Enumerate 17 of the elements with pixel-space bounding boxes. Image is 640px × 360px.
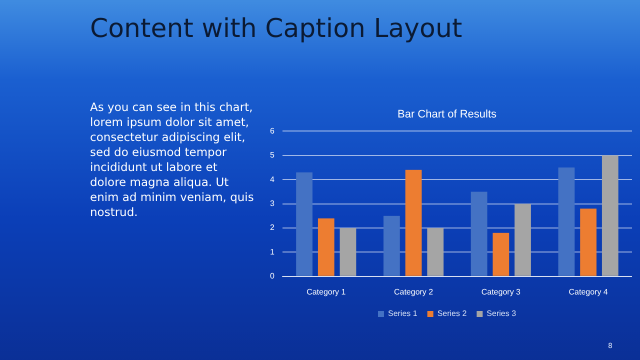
legend-label: Series 1 xyxy=(388,309,418,318)
y-tick-label: 3 xyxy=(270,199,275,208)
chart-subtitle: Bar Chart of Results xyxy=(397,108,498,121)
x-tick-label: Category 4 xyxy=(568,287,608,296)
x-tick-label: Category 3 xyxy=(481,287,522,296)
y-tick-label: 2 xyxy=(270,223,275,232)
legend-label: Series 2 xyxy=(437,309,468,318)
legend-label: Series 3 xyxy=(486,309,517,318)
text: As you can see in this chart, lorem ipsum dolor sit amet, consectetur adipiscing elit, sed do eiusmod tempor incididunt ut labore et dolore magna aliqua. Ut enim ad minim veniam, quis nostrud. xyxy=(90,100,255,220)
y-tick-label: 5 xyxy=(270,150,275,160)
y-tick-label: 4 xyxy=(270,174,275,184)
x-tick-label: Category 1 xyxy=(306,287,346,296)
x-tick-label: Category 2 xyxy=(394,287,434,296)
y-tick-label: 0 xyxy=(270,272,275,281)
y-tick-label: 6 xyxy=(270,126,275,136)
chart-title: Content with Caption Layout xyxy=(90,14,462,44)
y-tick-label: 1 xyxy=(270,247,275,256)
